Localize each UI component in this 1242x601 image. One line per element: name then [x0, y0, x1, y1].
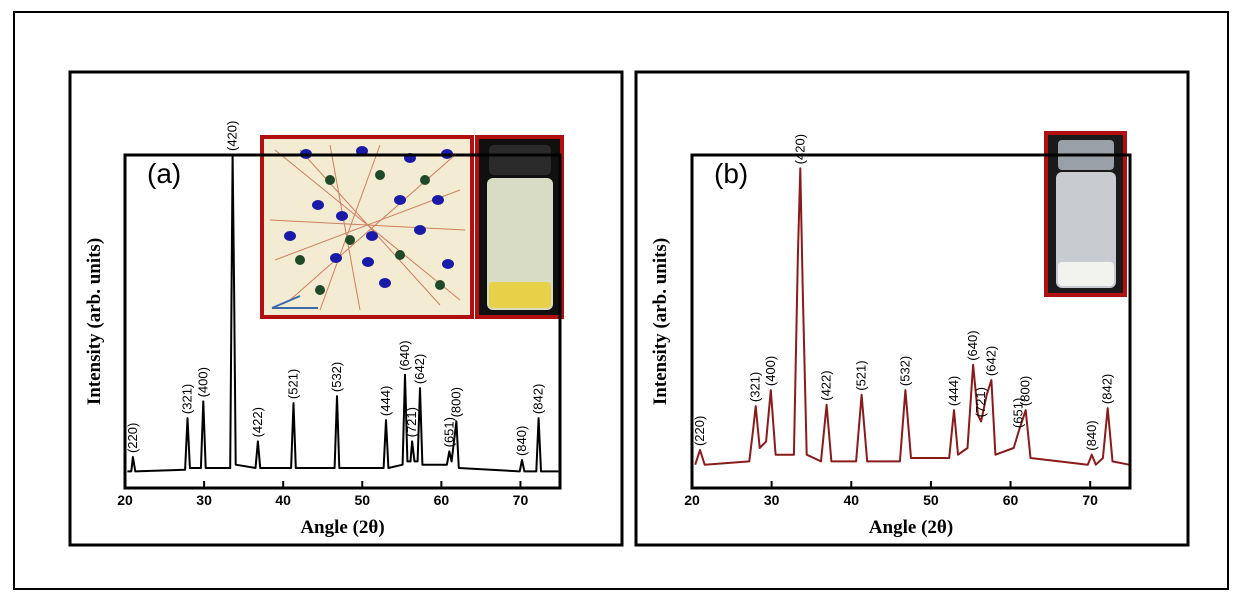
peak-label: (400)	[195, 367, 210, 397]
x-tick-label: 70	[513, 492, 529, 508]
peak-label: (842)	[1100, 374, 1115, 404]
vial-inset	[1046, 133, 1125, 295]
peak-label: (521)	[285, 369, 300, 399]
x-tick-label: 20	[684, 492, 700, 508]
y-axis-label: Intensity (arb. units)	[84, 238, 105, 405]
x-tick-label: 40	[275, 492, 291, 508]
peak-label: (321)	[179, 384, 194, 414]
peak-label: (642)	[983, 346, 998, 376]
peak-label: (420)	[792, 134, 807, 164]
peak-label: (422)	[250, 407, 265, 437]
x-tick-label: 20	[117, 492, 133, 508]
peak-label: (532)	[329, 362, 344, 392]
x-axis-label: Angle (2θ)	[300, 517, 384, 538]
peak-label: (444)	[378, 386, 393, 416]
x-tick-label: 30	[196, 492, 212, 508]
peak-label: (842)	[531, 384, 546, 414]
vial-inset	[477, 137, 562, 317]
x-tick-label: 60	[1003, 492, 1019, 508]
x-tick-label: 40	[843, 492, 859, 508]
peak-label: (640)	[397, 340, 412, 370]
peak-label: (642)	[412, 354, 427, 384]
x-axis-label: Angle (2θ)	[869, 517, 953, 538]
peak-label: (420)	[225, 121, 240, 151]
x-tick-label: 50	[923, 492, 939, 508]
structure-inset	[262, 137, 472, 317]
peak-label: (532)	[897, 356, 912, 386]
peak-label: (521)	[854, 360, 869, 390]
peak-label: (840)	[1084, 420, 1099, 450]
peak-label: (800)	[448, 387, 463, 417]
x-tick-label: 50	[354, 492, 370, 508]
peak-label: (220)	[692, 416, 707, 446]
peak-label: (800)	[1018, 376, 1033, 406]
x-tick-label: 70	[1082, 492, 1098, 508]
peak-label: (444)	[946, 376, 961, 406]
peak-label: (840)	[514, 426, 529, 456]
x-tick-label: 30	[764, 492, 780, 508]
peak-label: (400)	[763, 356, 778, 386]
figure: 20 30 40 50 60 70 Angle (2θ) Intensity (arb. un…	[0, 0, 1242, 601]
peak-label: (721)	[404, 407, 419, 437]
peak-label: (321)	[748, 372, 763, 402]
x-tick-label: 60	[434, 492, 450, 508]
panel-label: (b)	[714, 158, 748, 189]
peak-label: (422)	[819, 370, 834, 400]
peak-label: (721)	[973, 387, 988, 417]
y-axis-label: Intensity (arb. units)	[650, 238, 671, 405]
peak-label: (651)	[441, 417, 456, 447]
peak-label: (640)	[965, 330, 980, 360]
peak-label: (220)	[125, 423, 140, 453]
panel-label: (a)	[147, 158, 181, 189]
